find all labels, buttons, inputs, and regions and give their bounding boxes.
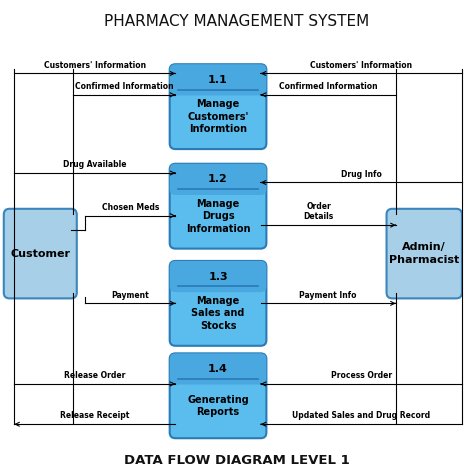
Text: Customers' Information: Customers' Information <box>310 61 412 70</box>
Text: Manage
Customers'
Informtion: Manage Customers' Informtion <box>187 99 249 134</box>
Text: Drug Available: Drug Available <box>63 160 127 169</box>
Text: Admin/
Pharmacist: Admin/ Pharmacist <box>389 242 459 265</box>
FancyBboxPatch shape <box>387 209 462 299</box>
Text: Release Receipt: Release Receipt <box>60 411 129 420</box>
Text: Manage
Drugs
Information: Manage Drugs Information <box>186 199 250 234</box>
FancyBboxPatch shape <box>170 354 266 438</box>
Text: Drug Info: Drug Info <box>341 170 382 179</box>
Text: Payment Info: Payment Info <box>300 291 357 300</box>
Text: Customer: Customer <box>10 248 70 259</box>
FancyBboxPatch shape <box>170 164 266 195</box>
Text: Customers' Information: Customers' Information <box>44 61 146 70</box>
Text: Manage
Sales and
Stocks: Manage Sales and Stocks <box>191 296 245 331</box>
FancyBboxPatch shape <box>170 261 266 292</box>
Text: Confirmed Information: Confirmed Information <box>279 82 378 91</box>
Text: Process Order: Process Order <box>331 371 392 380</box>
Text: Order
Details: Order Details <box>304 202 334 221</box>
FancyBboxPatch shape <box>170 354 266 384</box>
FancyBboxPatch shape <box>170 64 266 149</box>
Text: Confirmed Information: Confirmed Information <box>75 82 174 91</box>
Text: PHARMACY MANAGEMENT SYSTEM: PHARMACY MANAGEMENT SYSTEM <box>104 14 370 29</box>
FancyBboxPatch shape <box>170 164 266 249</box>
FancyBboxPatch shape <box>170 64 266 95</box>
Text: 1.3: 1.3 <box>208 272 228 282</box>
Text: 1.2: 1.2 <box>208 174 228 184</box>
FancyBboxPatch shape <box>4 209 77 299</box>
FancyBboxPatch shape <box>170 261 266 346</box>
Text: Chosen Meds: Chosen Meds <box>101 203 159 212</box>
Text: 1.1: 1.1 <box>208 75 228 85</box>
Text: DATA FLOW DIAGRAM LEVEL 1: DATA FLOW DIAGRAM LEVEL 1 <box>124 454 350 467</box>
Text: Release Order: Release Order <box>64 371 126 380</box>
Text: Updated Sales and Drug Record: Updated Sales and Drug Record <box>292 411 430 420</box>
Text: Generating
Reports: Generating Reports <box>187 394 249 417</box>
Text: Payment: Payment <box>111 291 149 300</box>
Text: 1.4: 1.4 <box>208 364 228 374</box>
